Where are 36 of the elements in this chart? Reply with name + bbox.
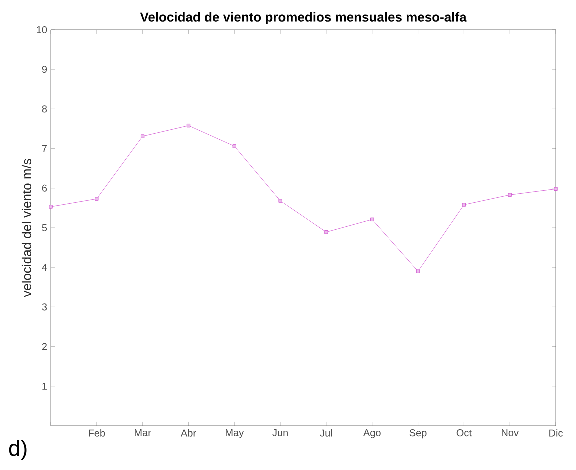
x-tick-label: Jun <box>272 430 288 436</box>
x-tick-label: Jul <box>320 430 332 437</box>
x-tick-label: Ago <box>363 430 381 438</box>
point <box>554 187 558 191</box>
x-tick-label: Feb <box>89 430 106 437</box>
y-tick-label: 8 <box>42 106 48 113</box>
y-tick-label: 3 <box>42 304 48 311</box>
point <box>49 205 53 209</box>
y-tick-label: 9 <box>42 66 48 74</box>
point <box>508 193 512 197</box>
x-tick-label: Abr <box>180 430 196 437</box>
y-tick-label: 6 <box>42 184 48 192</box>
point <box>324 230 328 234</box>
y-tick-label: 10 <box>37 26 48 34</box>
point <box>232 144 236 148</box>
y-tick-label: 1 <box>42 382 48 390</box>
x-tick-label: Mar <box>135 430 152 436</box>
x-tick-label: Nov <box>502 430 519 436</box>
point <box>278 199 282 203</box>
point <box>370 218 374 222</box>
point <box>186 124 191 128</box>
chart-title: Velocidad de viento promedios mensuales meso-alfa <box>140 12 467 24</box>
text: d) <box>9 440 27 461</box>
x-tick-label: Sep <box>410 430 427 439</box>
y-tick-label: 5 <box>42 224 48 232</box>
point <box>95 197 99 201</box>
x-tick-label: Dic <box>550 430 563 437</box>
x-tick-label: May <box>226 430 244 438</box>
point <box>416 270 420 274</box>
y-tick-label: 4 <box>42 264 48 272</box>
x-tick-label: Oct <box>456 430 472 437</box>
y-tick-label: 7 <box>42 145 47 152</box>
point <box>462 203 466 207</box>
y-axis-title: velocidad del viento m/s <box>22 159 32 298</box>
point <box>141 134 145 138</box>
y-tick-label: 2 <box>42 343 47 350</box>
